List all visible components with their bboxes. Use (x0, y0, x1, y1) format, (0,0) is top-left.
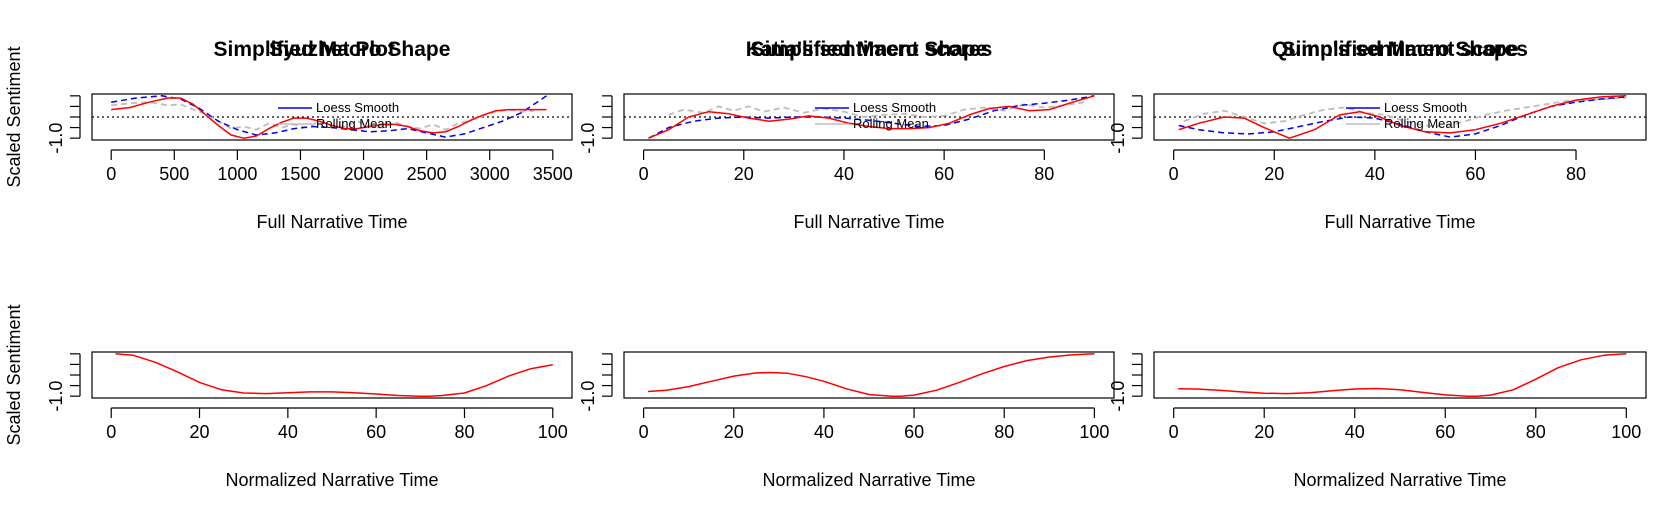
series-dashed-gray (668, 101, 1085, 118)
y-tick-label: -1.0 (46, 381, 66, 412)
chart-title: Simplified Macro Shape (214, 38, 451, 61)
x-tick-label: 0 (639, 164, 649, 184)
x-tick-label: 40 (834, 164, 854, 184)
legend-label: Loess Smooth (316, 100, 399, 115)
chart-panel-2: Katia's sentiment scores -1.0 0 20 40 60 80 Ful… (578, 38, 1115, 232)
legend-label: Rolling Mean (1384, 116, 1460, 131)
series-solid-red (115, 353, 553, 397)
x-axis: 0 500 1000 1500 2000 2500 3000 3500 (106, 149, 573, 184)
y-axis: -1.0 (578, 95, 613, 154)
x-tick-label: 80 (1034, 164, 1054, 184)
x-tick-label: 20 (190, 422, 210, 442)
x-axis-label: Normalized Narrative Time (225, 470, 438, 490)
x-tick-label: 0 (639, 422, 649, 442)
x-tick-label: 80 (454, 422, 474, 442)
x-tick-label: 60 (1465, 164, 1485, 184)
chart-panel-5: Simplified Macro Shape -1.0 0 20 40 60 80 100 No… (578, 38, 1115, 490)
x-tick-label: 3500 (533, 164, 573, 184)
plot-frame (623, 351, 1115, 399)
series-solid-red (1178, 353, 1627, 397)
x-tick-label: 20 (1264, 164, 1284, 184)
x-tick-label: 3000 (470, 164, 510, 184)
x-tick-label: 100 (1611, 422, 1641, 442)
series-solid-red (648, 353, 1095, 397)
chart-panel-1: Syuzhet Plot -1.0 0 500 1000 1500 2000 2500 3000… (4, 38, 573, 232)
y-axis: -1.0 (46, 95, 81, 154)
chart-panel-3: Quinn's sentiment scores -1.0 0 20 40 60 80 Ful… (1108, 38, 1647, 232)
plot-frame (91, 351, 573, 399)
x-tick-label: 60 (366, 422, 386, 442)
x-tick-label: 80 (1526, 422, 1546, 442)
x-tick-label: 0 (1169, 164, 1179, 184)
x-tick-label: 20 (734, 164, 754, 184)
x-tick-label: 60 (904, 422, 924, 442)
x-tick-label: 2000 (344, 164, 384, 184)
plot-frame (1153, 351, 1647, 399)
chart-panel-6: Simplified Macro Shape -1.0 0 20 40 60 80 100 No… (1108, 38, 1647, 490)
y-axis: -1.0 (46, 353, 81, 412)
x-tick-label: 0 (106, 422, 116, 442)
chart-panel-4: Simplified Macro Shape -1.0 0 20 40 60 80 100 No… (4, 38, 573, 490)
legend-label: Rolling Mean (316, 116, 392, 131)
x-tick-label: 20 (724, 422, 744, 442)
legend-label: Rolling Mean (853, 116, 929, 131)
x-tick-label: 40 (814, 422, 834, 442)
x-tick-label: 80 (994, 422, 1014, 442)
y-tick-label: -1.0 (1108, 381, 1128, 412)
y-tick-label: -1.0 (1108, 123, 1128, 154)
legend-label: Loess Smooth (853, 100, 936, 115)
x-tick-label: 100 (538, 422, 568, 442)
x-tick-label: 20 (1254, 422, 1274, 442)
y-axis: -1.0 (1108, 95, 1143, 154)
x-axis-label: Full Narrative Time (256, 212, 407, 232)
x-tick-label: 80 (1566, 164, 1586, 184)
y-axis-label: Scaled Sentiment (4, 46, 24, 187)
y-axis: -1.0 (578, 353, 613, 412)
y-axis-label: Scaled Sentiment (4, 304, 24, 445)
x-tick-label: 500 (159, 164, 189, 184)
x-axis-label: Normalized Narrative Time (762, 470, 975, 490)
chart-title: Katia's sentiment scores (746, 38, 993, 61)
x-axis: 0 20 40 60 80 (1169, 149, 1586, 184)
x-tick-label: 60 (934, 164, 954, 184)
x-tick-label: 1500 (280, 164, 320, 184)
x-axis: 0 20 40 60 80 (639, 149, 1054, 184)
series-loess-smooth (648, 95, 1095, 139)
x-axis-label: Full Narrative Time (1324, 212, 1475, 232)
y-tick-label: -1.0 (46, 123, 66, 154)
x-tick-label: 1000 (217, 164, 257, 184)
x-tick-label: 0 (1169, 422, 1179, 442)
x-tick-label: 2500 (407, 164, 447, 184)
chart-title: Syuzhet Plot (269, 38, 395, 61)
x-tick-label: 40 (1365, 164, 1385, 184)
x-axis: 0 20 40 60 80 100 (1169, 407, 1641, 442)
x-tick-label: 60 (1435, 422, 1455, 442)
y-tick-label: -1.0 (578, 381, 598, 412)
x-axis-label: Full Narrative Time (793, 212, 944, 232)
chart-title: Simplified Macro Shape (751, 38, 988, 61)
x-axis-label: Normalized Narrative Time (1293, 470, 1506, 490)
legend-label: Loess Smooth (1384, 100, 1467, 115)
x-axis: 0 20 40 60 80 100 (106, 407, 568, 442)
y-axis: -1.0 (1108, 353, 1143, 412)
series-loess-smooth (1178, 95, 1627, 139)
x-tick-label: 40 (1345, 422, 1365, 442)
x-tick-label: 40 (278, 422, 298, 442)
y-tick-label: -1.0 (578, 123, 598, 154)
series-loess-smooth (111, 97, 547, 139)
series-rolling-mean (648, 95, 1095, 139)
chart-title: Quinn's sentiment scores (1272, 38, 1528, 61)
x-tick-label: 100 (1079, 422, 1109, 442)
x-axis: 0 20 40 60 80 100 (639, 407, 1109, 442)
chart-title: Simplified Macro Shape (1282, 38, 1519, 61)
series-rolling-mean (111, 95, 547, 138)
x-tick-label: 0 (106, 164, 116, 184)
